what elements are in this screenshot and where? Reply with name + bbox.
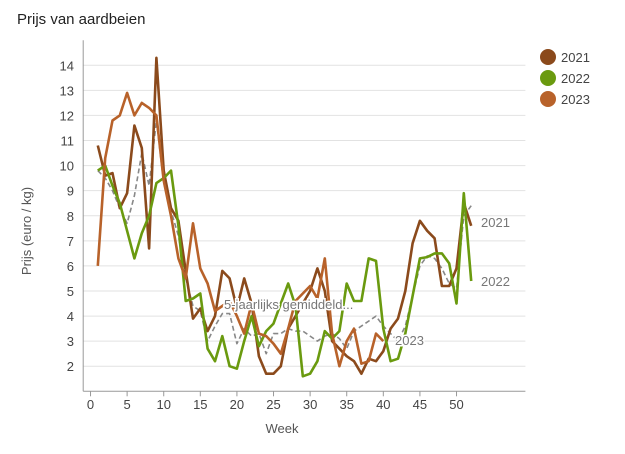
y-tick-label: 4: [67, 309, 74, 324]
x-tick-label: 15: [193, 397, 207, 412]
series-end-label: 2023: [395, 333, 424, 348]
legend-marker: [540, 49, 556, 65]
x-tick-label: 50: [449, 397, 463, 412]
x-tick-label: 25: [266, 397, 280, 412]
y-tick-label: 12: [60, 108, 74, 123]
y-tick-label: 9: [67, 184, 74, 199]
y-tick-label: 5: [67, 284, 74, 299]
y-axis-label: Prijs (euro / kg): [19, 187, 34, 275]
series-line-5-jaarlijks-gemiddeld-: [97, 119, 472, 355]
x-tick-label: 30: [303, 397, 317, 412]
x-tick-label: 35: [339, 397, 353, 412]
x-tick-label: 5: [124, 397, 131, 412]
series-line-2023: [96, 91, 385, 368]
y-tick-label: 10: [60, 159, 74, 174]
series-end-label: 2022: [481, 274, 510, 289]
legend-label: 2022: [561, 71, 590, 86]
y-tick-label: 14: [60, 58, 74, 73]
chart-title: Prijs van aardbeien: [17, 11, 146, 28]
x-tick-label: 10: [156, 397, 170, 412]
legend-marker: [540, 91, 556, 107]
y-tick-label: 7: [67, 234, 74, 249]
y-tick-label: 8: [67, 209, 74, 224]
series-end-label: 2021: [481, 215, 510, 230]
legend-marker: [540, 70, 556, 86]
series-line-2022: [97, 164, 473, 378]
x-tick-label: 45: [413, 397, 427, 412]
legend-label: 2021: [561, 50, 590, 65]
x-axis-label: Week: [266, 421, 299, 436]
y-tick-label: 13: [60, 83, 74, 98]
series-end-label: 5-jaarlijks gemiddeld...: [224, 297, 353, 312]
y-tick-label: 11: [61, 134, 75, 149]
y-tick-label: 2: [67, 359, 74, 374]
x-tick-label: 0: [87, 397, 94, 412]
x-tick-label: 20: [230, 397, 244, 412]
series-line-2021: [96, 56, 473, 376]
x-tick-label: 40: [376, 397, 390, 412]
y-tick-label: 6: [67, 259, 74, 274]
y-tick-label: 3: [67, 334, 74, 349]
legend-label: 2023: [561, 92, 590, 107]
